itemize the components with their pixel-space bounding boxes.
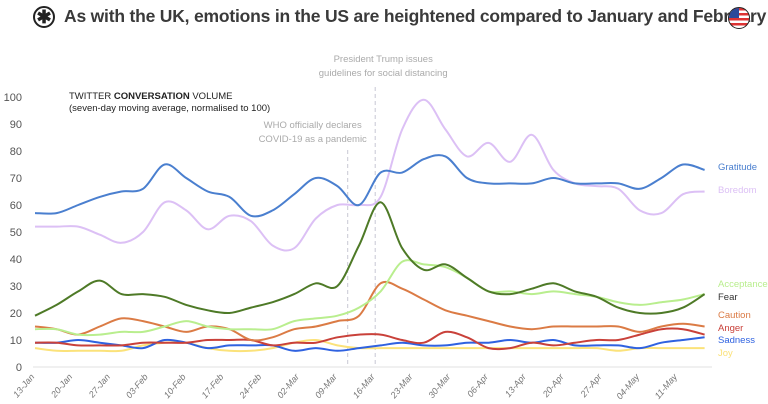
x-tick-label: 17-Feb xyxy=(200,372,226,400)
series-line-boredom xyxy=(35,98,705,252)
legend-label-acceptance: Acceptance xyxy=(718,279,768,290)
x-tick-label: 13-Apr xyxy=(503,371,529,399)
y-tick-label: 20 xyxy=(10,308,22,320)
annotation-text: guidelines for social distancing xyxy=(319,68,448,79)
x-tick-label: 03-Feb xyxy=(124,372,150,400)
x-tick-label: 13-Jan xyxy=(11,372,36,400)
y-tick-label: 10 xyxy=(10,335,22,347)
x-tick-label: 20-Jan xyxy=(48,372,74,400)
y-tick-label: 40 xyxy=(10,254,22,266)
legend-label-gratitude: Gratitude xyxy=(718,162,757,173)
x-tick-label: 20-Apr xyxy=(540,371,566,400)
y-tick-label: 100 xyxy=(4,92,22,104)
annotation-text: WHO officially declares xyxy=(264,120,362,131)
legend-label-boredom: Boredom xyxy=(718,185,757,196)
series-line-fear xyxy=(34,201,706,317)
legend-label-joy: Joy xyxy=(718,348,733,359)
x-tick-label: 06-Apr xyxy=(465,371,491,399)
series-line-caution xyxy=(34,280,705,342)
x-tick-label: 23-Mar xyxy=(388,371,415,401)
x-tick-label: 02-Mar xyxy=(275,371,302,400)
x-tick-label: 04-May xyxy=(614,371,641,401)
x-tick-label: 09-Mar xyxy=(313,371,340,400)
page-title: As with the UK, emotions in the US are h… xyxy=(64,6,767,26)
legend-label-sadness: Sadness xyxy=(718,335,755,346)
chart-subtitle-note: (seven-day moving average, normalised to… xyxy=(69,103,270,114)
y-tick-label: 70 xyxy=(10,173,22,185)
legend-label-anger: Anger xyxy=(718,323,743,334)
asterisk-logo-icon: ✱ xyxy=(33,6,55,28)
y-tick-label: 0 xyxy=(16,362,22,374)
x-tick-label: 27-Jan xyxy=(86,372,112,400)
y-tick-label: 60 xyxy=(10,200,22,212)
us-flag-icon xyxy=(728,7,750,29)
series-line-sadness xyxy=(34,336,705,352)
x-tick-label: 16-Mar xyxy=(351,371,378,400)
legend-label-caution: Caution xyxy=(718,310,751,321)
y-tick-label: 80 xyxy=(10,146,22,158)
chart-subtitle: TWITTER CONVERSATION VOLUME xyxy=(69,91,232,102)
y-tick-label: 90 xyxy=(10,119,22,131)
annotation-text: President Trump issues xyxy=(334,54,434,65)
series-line-gratitude xyxy=(34,154,705,218)
x-tick-label: 30-Mar xyxy=(426,371,453,400)
series-line-anger xyxy=(34,327,705,351)
x-tick-label: 10-Feb xyxy=(162,372,188,400)
x-tick-label: 27-Apr xyxy=(578,371,604,400)
x-tick-label: 11-May xyxy=(653,371,680,400)
x-tick-label: 24-Feb xyxy=(237,372,264,401)
annotation-text: COVID-19 as a pandemic xyxy=(259,134,367,145)
series-line-joy xyxy=(34,338,705,353)
y-tick-label: 50 xyxy=(10,227,22,239)
legend-label-fear: Fear xyxy=(718,292,738,303)
y-tick-label: 30 xyxy=(10,281,22,293)
